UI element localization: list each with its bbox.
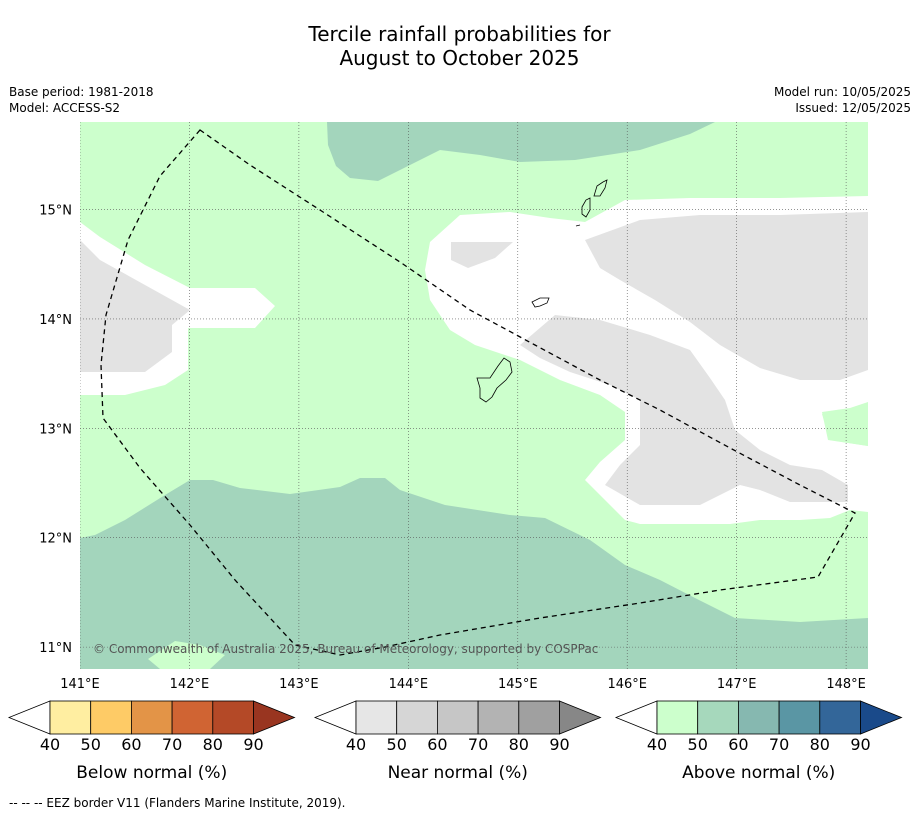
colorbar-segment	[355, 700, 398, 735]
colorbar-extend-low	[614, 700, 658, 735]
colorbar-tick-label: 50	[688, 735, 708, 754]
island-rota	[531, 297, 550, 308]
colorbar-tick-label: 80	[509, 735, 529, 754]
colorbar-tick-label: 60	[121, 735, 141, 754]
longitude-label: 144°E	[389, 677, 429, 692]
map-figure: © Commonwealth of Australia 2025, Bureau…	[7, 122, 903, 783]
islands	[476, 179, 608, 403]
latitude-label: 14°N	[39, 313, 72, 328]
colorbar-segment	[477, 700, 520, 735]
colorbar-segment	[778, 700, 821, 735]
colorbar-tick-label: 90	[243, 735, 263, 754]
colorbar-tick-label: 70	[769, 735, 789, 754]
colorbar-segment	[518, 700, 560, 735]
model-run: Model run: 10/05/2025	[773, 85, 911, 99]
colorbar-segment	[738, 700, 780, 735]
colorbar-tick-label: 40	[346, 735, 366, 754]
region-grey-east-top	[585, 212, 868, 380]
meta-right: Model run: 10/05/2025 Issued: 12/05/2025	[774, 84, 911, 116]
longitude-label: 145°E	[498, 677, 538, 692]
colorbar-title: Above normal (%)	[682, 763, 835, 783]
island-aguijan	[575, 224, 581, 227]
colorbar-segment	[436, 700, 479, 735]
colorbars: 40 50 60 70 80 90 Below normal (%) 40 50 60 70 80 90…	[7, 700, 903, 783]
colorbar-1: 40 50 60 70 80 90 Below normal (%)	[7, 700, 296, 783]
title-line-2: August to October 2025	[339, 46, 580, 70]
colorbar-extend-high	[253, 700, 296, 735]
colorbar-tick-label: 80	[203, 735, 223, 754]
meta-left: Base period: 1981-2018 Model: ACCESS-S2	[9, 84, 154, 116]
colorbar-extend-low	[313, 700, 357, 735]
longitude-labels: 141°E 142°E 143°E 144°E 145°E 146°E 147°E 148°E	[60, 677, 866, 692]
latitude-label: 15°N	[39, 204, 72, 219]
colorbar-segment	[656, 700, 699, 735]
colorbar-segment	[49, 700, 92, 735]
island-guam	[476, 357, 513, 403]
colorbar-extend-low	[7, 700, 51, 735]
colorbar-tick-label: 90	[850, 735, 870, 754]
latitude-label: 12°N	[39, 532, 72, 547]
title-line-1: Tercile rainfall probabilities for	[308, 22, 611, 46]
island-tinian	[581, 197, 591, 218]
region-above-50-60-north	[327, 122, 715, 181]
longitude-label: 147°E	[717, 677, 757, 692]
colorbar-tick-label: 50	[81, 735, 101, 754]
colorbar-segment	[396, 700, 438, 735]
region-grey-east-main	[520, 315, 848, 505]
issued-date: Issued: 12/05/2025	[795, 101, 911, 115]
longitude-label: 142°E	[170, 677, 210, 692]
colorbar-tick-label: 50	[387, 735, 407, 754]
colorbar-tick-label: 60	[728, 735, 748, 754]
longitude-label: 148°E	[826, 677, 866, 692]
model-name: Model: ACCESS-S2	[9, 101, 121, 115]
longitude-label: 146°E	[607, 677, 647, 692]
colorbar-segment	[90, 700, 132, 735]
colorbar-segment	[130, 700, 173, 735]
region-grey-west	[80, 240, 190, 372]
chart-title: Tercile rainfall probabilities for Augus…	[0, 22, 919, 70]
colorbar-tick-label: 90	[549, 735, 569, 754]
map-plot-area: © Commonwealth of Australia 2025, Bureau…	[80, 122, 868, 669]
longitude-label: 143°E	[279, 677, 319, 692]
region-above-40-50-blob	[148, 641, 225, 669]
latitude-label: 11°N	[39, 641, 72, 656]
copyright-notice: © Commonwealth of Australia 2025, Bureau…	[93, 642, 598, 656]
colorbar-segment	[819, 700, 861, 735]
colorbar-3: 40 50 60 70 80 90 Above normal (%)	[614, 700, 903, 783]
base-period: Base period: 1981-2018	[9, 85, 154, 99]
island-saipan	[593, 179, 608, 197]
colorbar-extend-high	[860, 700, 903, 735]
longitude-label: 141°E	[60, 677, 100, 692]
colorbar-tick-label: 40	[40, 735, 60, 754]
colorbar-tick-label: 70	[162, 735, 182, 754]
region-above-50-60-south	[80, 478, 868, 669]
colorbar-title: Near normal (%)	[388, 763, 528, 783]
colorbar-title: Below normal (%)	[76, 763, 227, 783]
region-above-40-50-east-patch	[822, 408, 868, 446]
colorbar-segment	[212, 700, 254, 735]
eez-border	[100, 129, 856, 656]
latitude-labels: 15°N 14°N 13°N 12°N 11°N	[39, 204, 72, 657]
eez-footnote: -- -- -- EEZ border V11 (Flanders Marine…	[9, 796, 346, 810]
colorbar-extend-high	[559, 700, 602, 735]
colorbar-segment	[697, 700, 739, 735]
region-grey-east-small	[451, 242, 513, 268]
colorbar-tick-label: 80	[810, 735, 830, 754]
colorbar-segment	[171, 700, 214, 735]
latitude-label: 13°N	[39, 422, 72, 437]
colorbar-tick-label: 70	[468, 735, 488, 754]
colorbar-2: 40 50 60 70 80 90 Near normal (%)	[313, 700, 602, 783]
gridlines	[80, 122, 868, 669]
colorbar-tick-label: 40	[647, 735, 667, 754]
colorbar-tick-label: 60	[427, 735, 447, 754]
